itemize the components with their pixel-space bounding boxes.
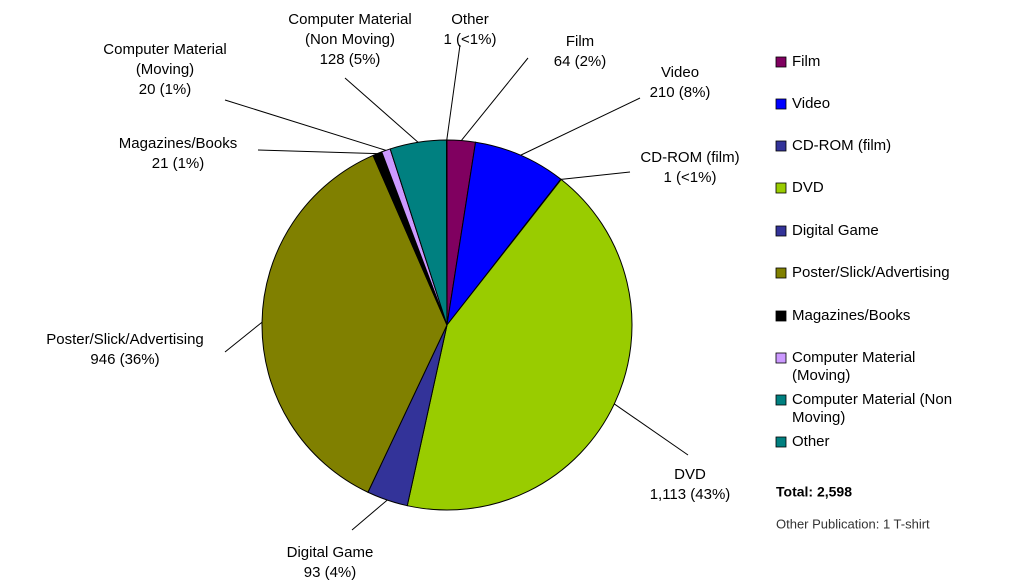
leader-line [446, 44, 461, 141]
slice-label: DVD [674, 466, 706, 483]
leader-line [460, 57, 529, 141]
value-label: 1 (<1%) [444, 31, 497, 48]
legend-swatch [775, 140, 787, 152]
value-label: 1,113 (43%) [650, 486, 731, 503]
slice-label: Video [661, 64, 699, 81]
legend-swatch [775, 436, 787, 448]
note: Other Publication: 1 T-shirt [776, 516, 930, 531]
legend-swatch [775, 394, 787, 406]
legend-label: Computer Material (Moving) [792, 349, 915, 384]
slice [261, 154, 448, 493]
leader-line [257, 149, 378, 155]
legend-label: CD-ROM (film) [792, 137, 891, 154]
slice-label: Computer Material (Non Moving) [288, 11, 411, 48]
legend-swatch [775, 267, 787, 279]
slice [446, 141, 562, 327]
leader-line [224, 321, 263, 353]
value-label: 21 (1%) [152, 155, 205, 172]
slice-label: Magazines/Books [119, 135, 237, 152]
legend-label: Film [792, 53, 820, 70]
legend-label: Digital Game [792, 222, 879, 239]
legend-label: DVD [792, 179, 824, 196]
legend-label: Magazines/Books [792, 307, 910, 324]
legend-label: Other [792, 433, 830, 450]
leader-line [560, 171, 631, 180]
value-label: 64 (2%) [554, 53, 607, 70]
leader-line [351, 499, 388, 531]
legend-swatch [775, 225, 787, 237]
value-label: 93 (4%) [304, 564, 357, 581]
slice-label: Other [451, 11, 489, 28]
slice-label: Computer Material (Moving) [103, 41, 226, 78]
legend-swatch [775, 182, 787, 194]
slice-label: Poster/Slick/Advertising [46, 331, 204, 348]
value-label: 20 (1%) [139, 81, 192, 98]
value-label: 210 (8%) [650, 84, 711, 101]
legend-swatch [775, 352, 787, 364]
legend-label: Computer Material (Non Moving) [792, 391, 952, 426]
legend-swatch [775, 310, 787, 322]
value-label: 1 (<1%) [664, 169, 717, 186]
leader-line [520, 97, 641, 156]
slice-label: Film [566, 33, 594, 50]
leader-line [224, 99, 387, 151]
slice-label: CD-ROM (film) [640, 149, 739, 166]
slice-label: Digital Game [287, 544, 374, 561]
leader-line [344, 77, 419, 143]
leader-line [614, 403, 689, 456]
legend-swatch [775, 98, 787, 110]
legend-label: Video [792, 95, 830, 112]
legend-label: Poster/Slick/Advertising [792, 264, 950, 281]
legend-swatch [775, 56, 787, 68]
value-label: 128 (5%) [320, 51, 381, 68]
total: Total: 2,598 [776, 484, 852, 500]
value-label: 946 (36%) [90, 351, 159, 368]
